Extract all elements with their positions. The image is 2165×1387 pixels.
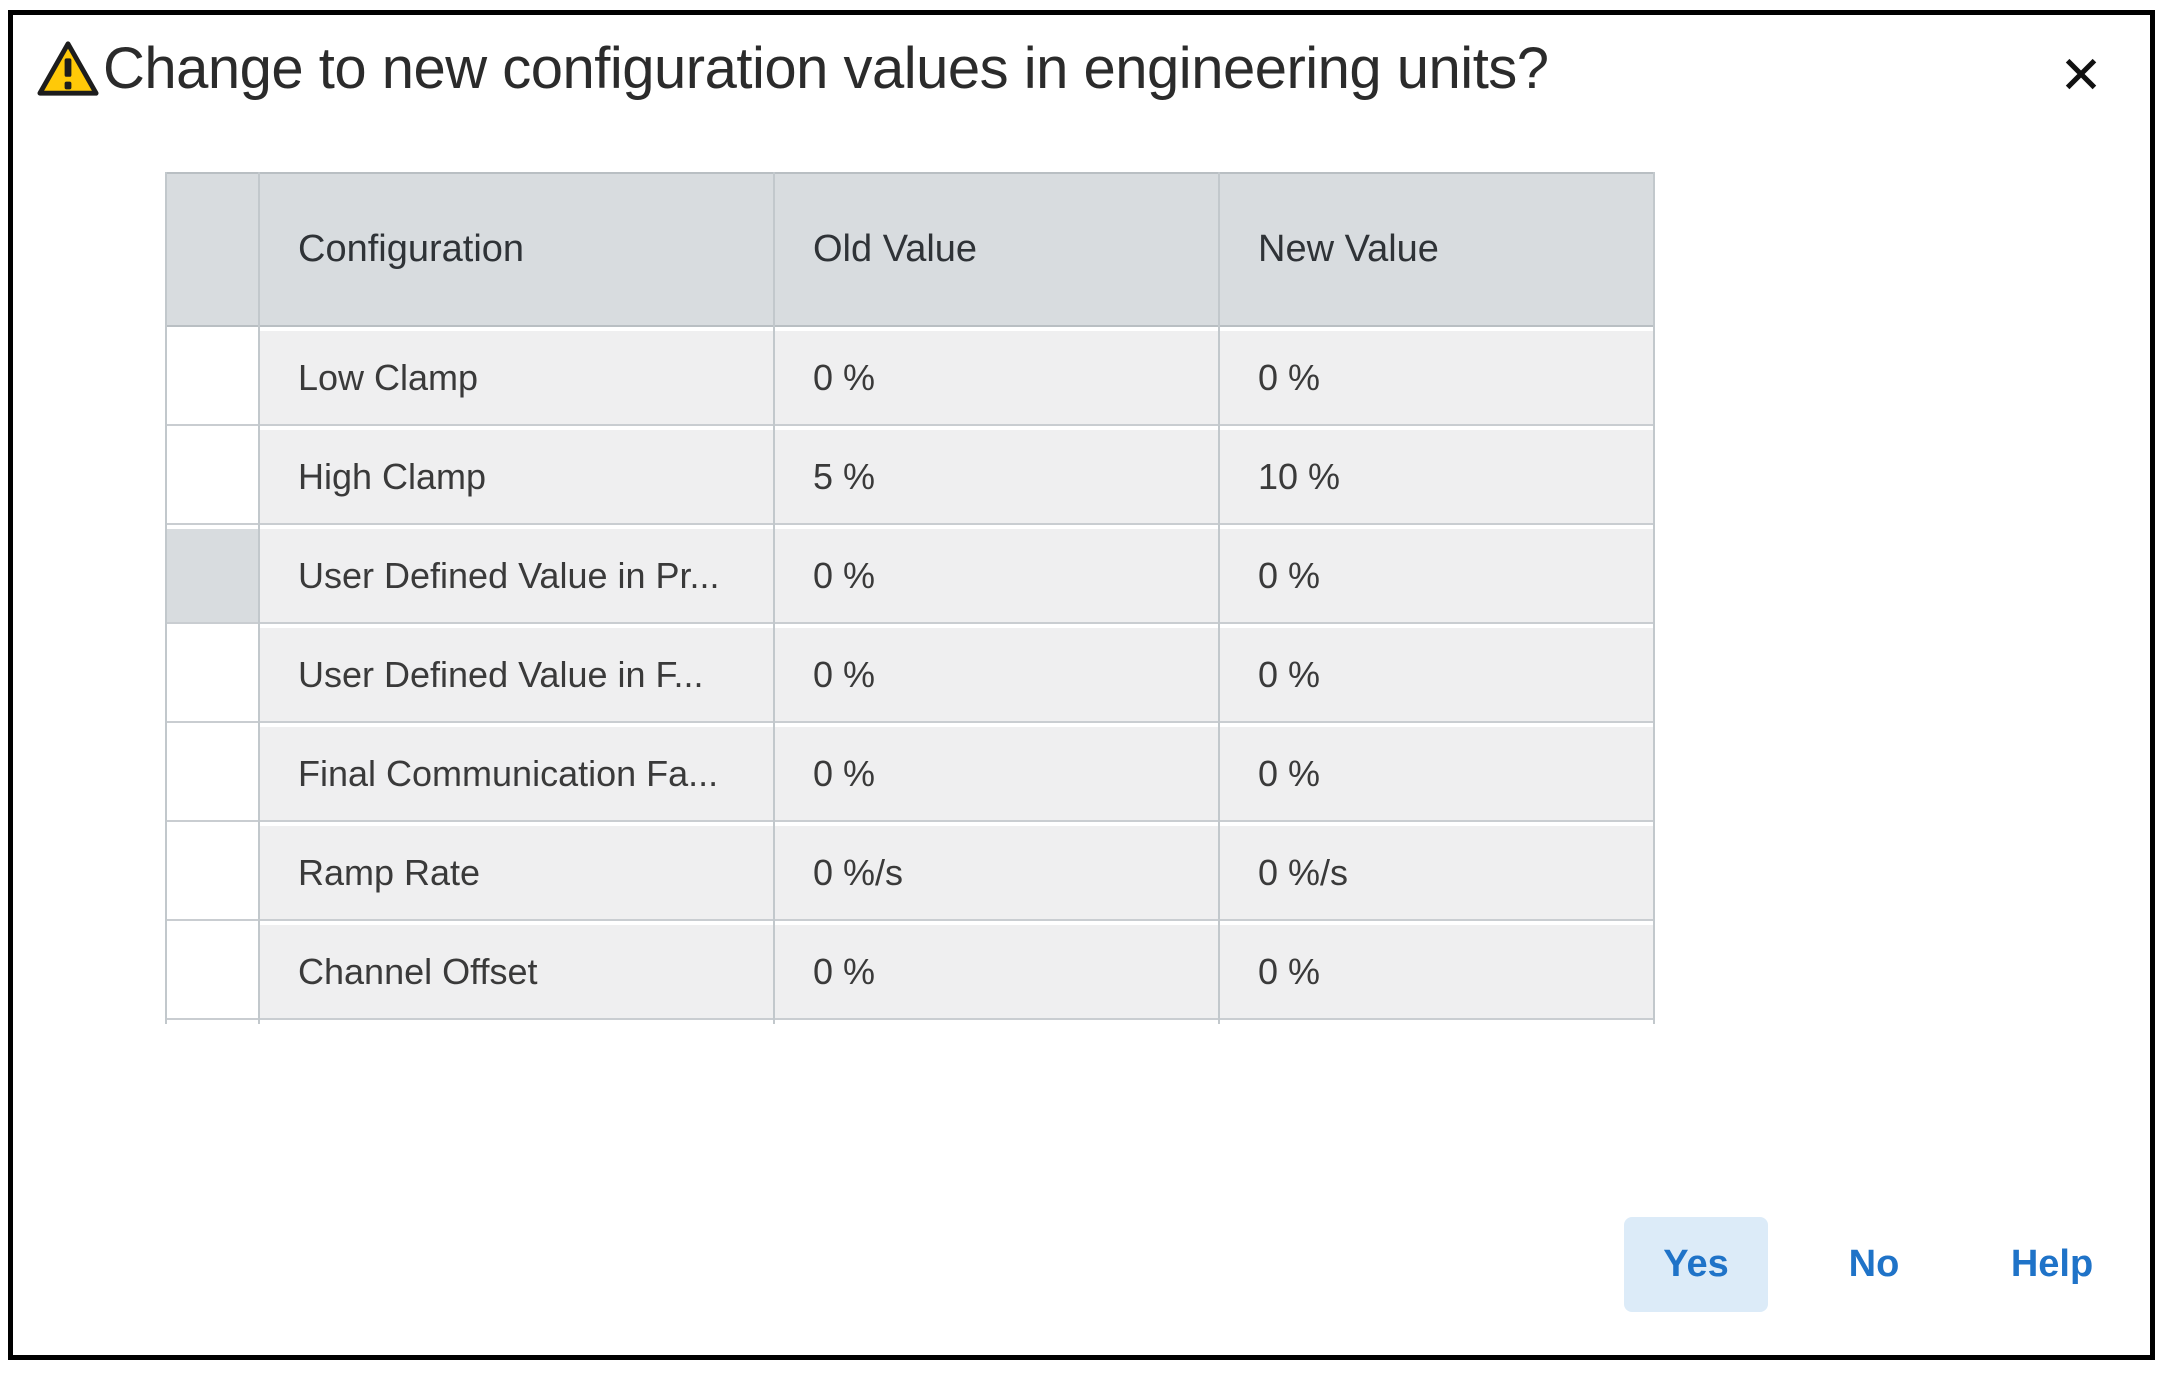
row-selector-cell[interactable] bbox=[165, 925, 260, 1018]
row-selector-cell[interactable] bbox=[165, 331, 260, 424]
row-selector-cell[interactable] bbox=[165, 529, 260, 622]
column-header-new-value: New Value bbox=[1258, 228, 1439, 270]
old-value-cell: 0 % bbox=[775, 727, 1220, 820]
warning-icon bbox=[37, 40, 99, 96]
table-row[interactable]: Channel Offset 0 % 0 % bbox=[165, 925, 1655, 1020]
table-row[interactable]: User Defined Value in Pr... 0 % 0 % bbox=[165, 529, 1655, 624]
row-selector-cell[interactable] bbox=[165, 826, 260, 919]
new-value-cell: 10 % bbox=[1220, 430, 1655, 523]
new-value-cell: 0 %/s bbox=[1220, 826, 1655, 919]
row-selector-cell[interactable] bbox=[165, 727, 260, 820]
table-row[interactable]: User Defined Value in F... 0 % 0 % bbox=[165, 628, 1655, 723]
close-icon[interactable]: ✕ bbox=[2046, 41, 2116, 111]
old-value-cell: 0 % bbox=[775, 331, 1220, 424]
configuration-cell: Ramp Rate bbox=[260, 826, 775, 919]
new-value-cell: 0 % bbox=[1220, 727, 1655, 820]
configuration-cell: High Clamp bbox=[260, 430, 775, 523]
dialog-header: Change to new configuration values in en… bbox=[37, 35, 1549, 102]
column-header-configuration: Configuration bbox=[298, 228, 525, 270]
old-value-cell: 0 % bbox=[775, 529, 1220, 622]
old-value-cell: 0 % bbox=[775, 628, 1220, 721]
new-value-cell: 0 % bbox=[1220, 529, 1655, 622]
table-header-row: Configuration Old Value New Value bbox=[165, 172, 1655, 327]
config-changes-table: Configuration Old Value New Value Low Cl… bbox=[165, 172, 1655, 1024]
row-selector-cell[interactable] bbox=[165, 430, 260, 523]
table-row[interactable]: Ramp Rate 0 %/s 0 %/s bbox=[165, 826, 1655, 921]
new-value-cell: 0 % bbox=[1220, 925, 1655, 1018]
no-button[interactable]: No bbox=[1802, 1217, 1946, 1312]
help-button[interactable]: Help bbox=[1980, 1217, 2124, 1312]
dialog-footer: Yes No Help bbox=[1624, 1217, 2124, 1312]
yes-button[interactable]: Yes bbox=[1624, 1217, 1768, 1312]
column-header-old-value: Old Value bbox=[813, 228, 978, 270]
row-selector-cell[interactable] bbox=[165, 628, 260, 721]
table-row[interactable]: High Clamp 5 % 10 % bbox=[165, 430, 1655, 525]
table-row[interactable]: Low Clamp 0 % 0 % bbox=[165, 331, 1655, 426]
dialog-title: Change to new configuration values in en… bbox=[103, 36, 1549, 101]
confirmation-dialog: Change to new configuration values in en… bbox=[8, 10, 2155, 1360]
configuration-cell: Low Clamp bbox=[260, 331, 775, 424]
old-value-cell: 0 % bbox=[775, 925, 1220, 1018]
new-value-cell: 0 % bbox=[1220, 331, 1655, 424]
old-value-cell: 0 %/s bbox=[775, 826, 1220, 919]
table-row[interactable]: Final Communication Fa... 0 % 0 % bbox=[165, 727, 1655, 822]
configuration-cell: User Defined Value in F... bbox=[260, 628, 775, 721]
old-value-cell: 5 % bbox=[775, 430, 1220, 523]
column-header-selector bbox=[165, 174, 260, 325]
new-value-cell: 0 % bbox=[1220, 628, 1655, 721]
configuration-cell: Final Communication Fa... bbox=[260, 727, 775, 820]
configuration-cell: Channel Offset bbox=[260, 925, 775, 1018]
configuration-cell: User Defined Value in Pr... bbox=[260, 529, 775, 622]
